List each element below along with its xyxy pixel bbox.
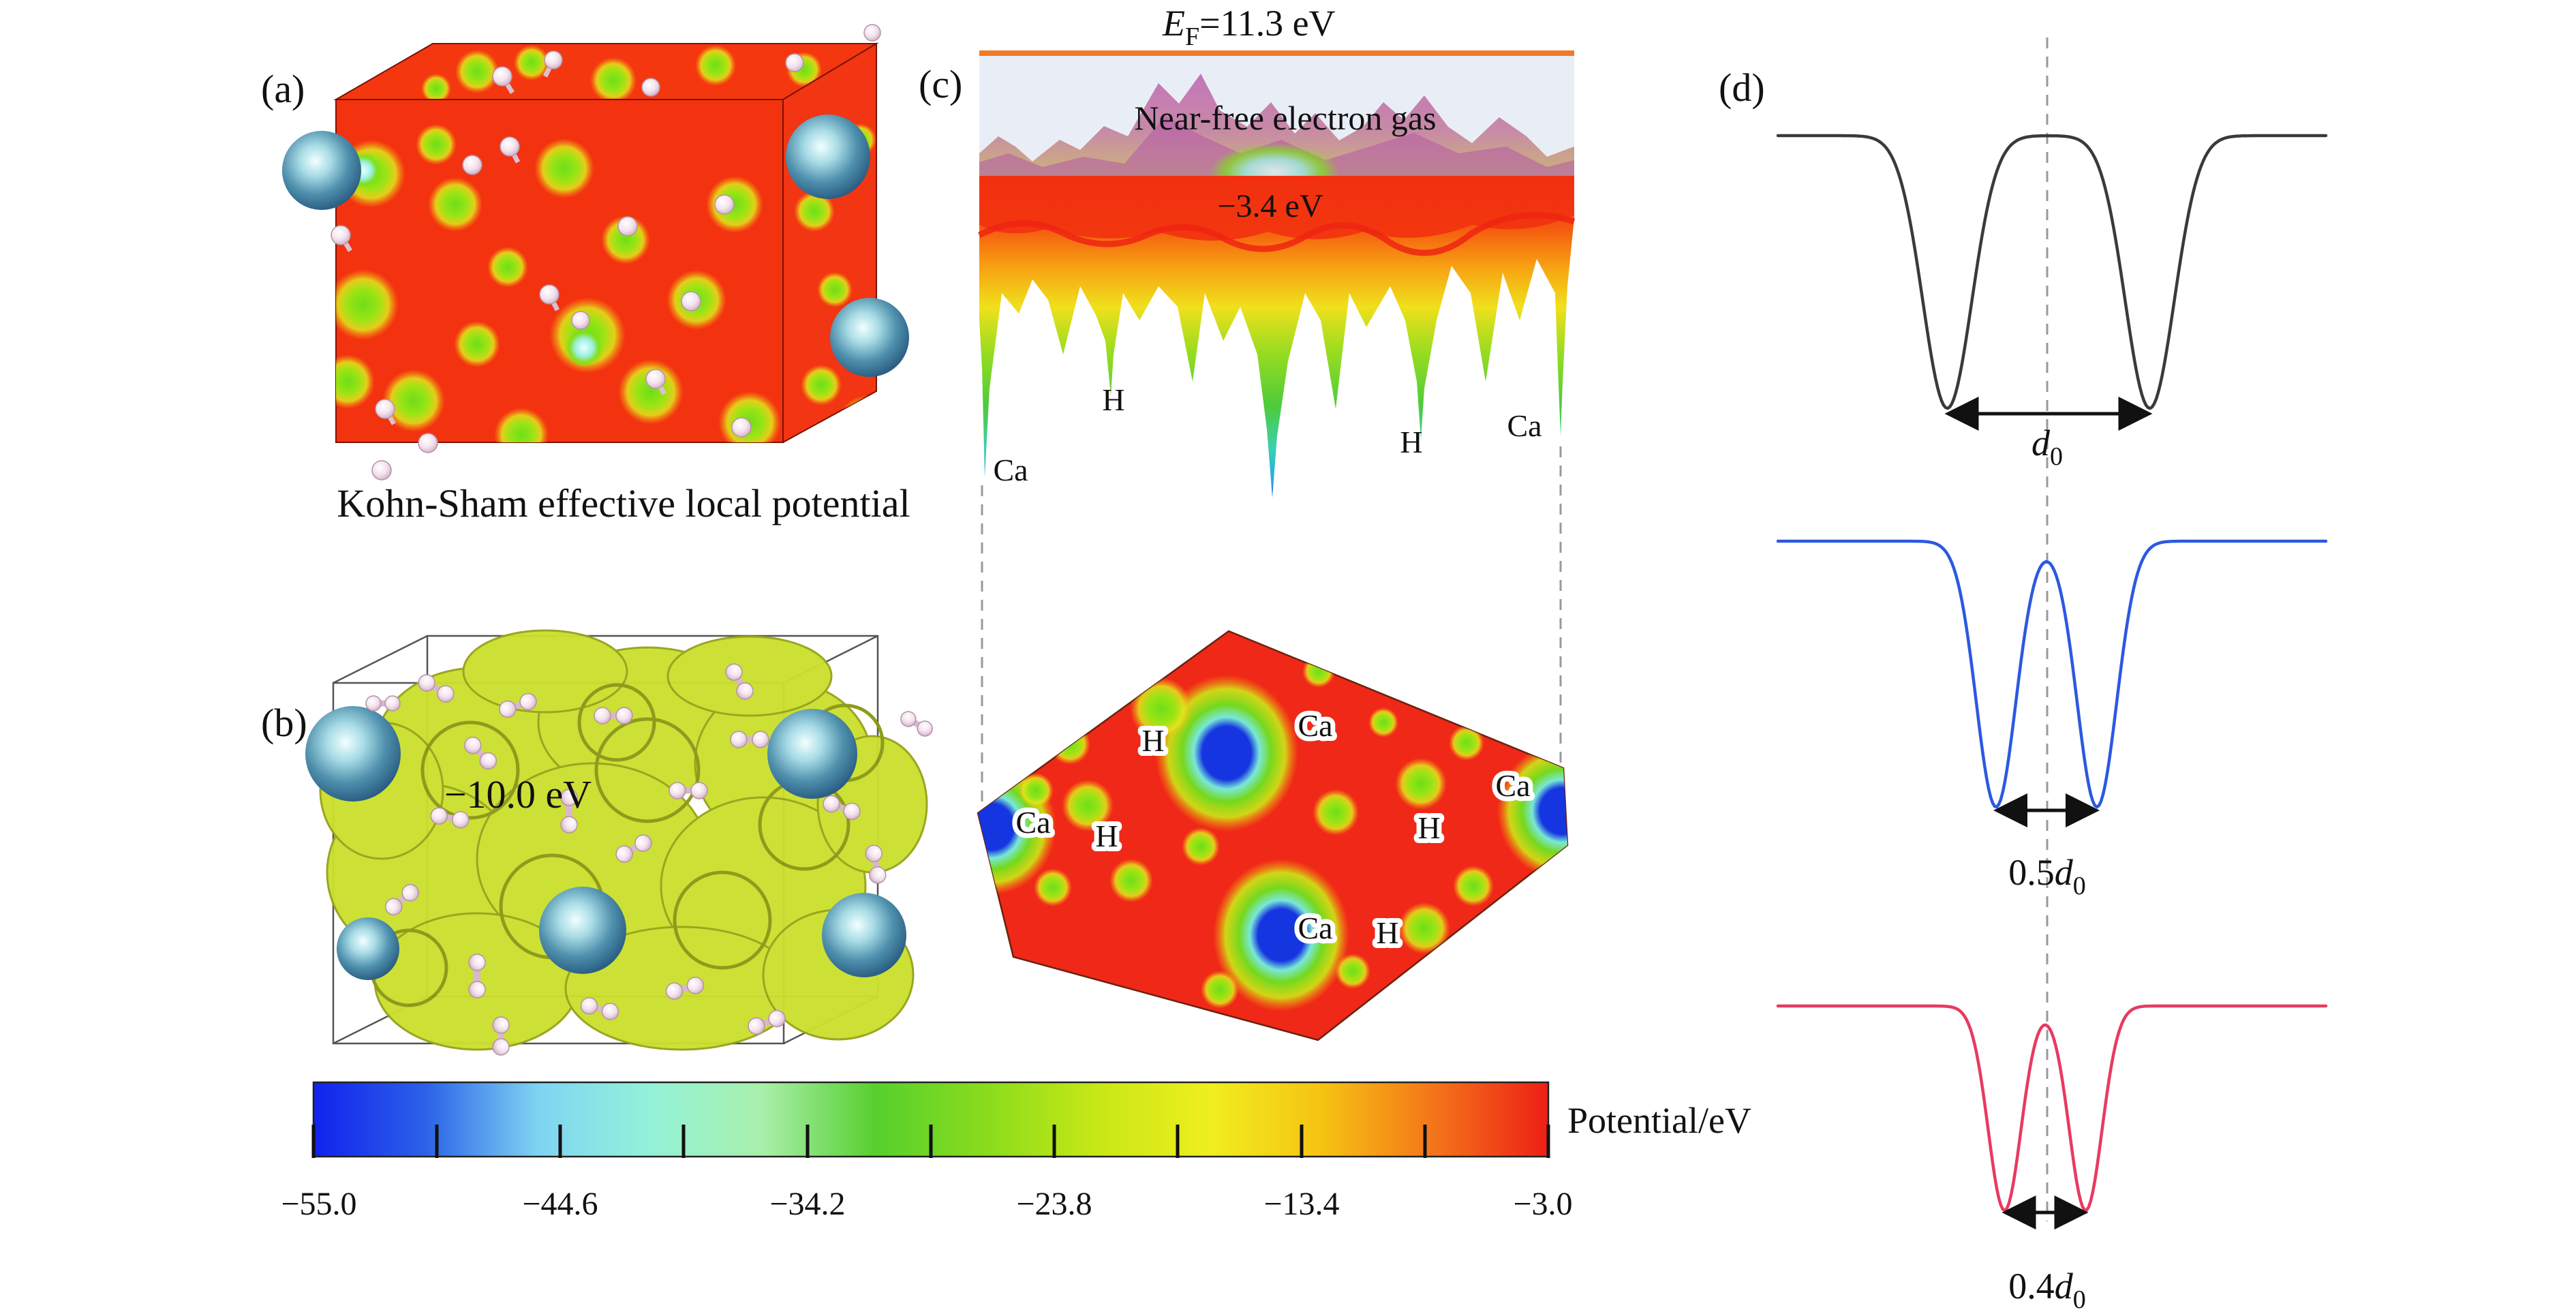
panel-a-cube-front-face	[331, 99, 784, 480]
well-curve-line	[1776, 134, 2328, 410]
plane-atom-label: H	[1141, 723, 1164, 758]
panel-c: (c) EF=11.3 eV Near-free electron gas Ca…	[919, 3, 1576, 1041]
panel-a-cube-top-face	[333, 24, 881, 100]
isosurface-blob	[319, 629, 928, 1051]
well-curve-line	[1776, 539, 2328, 809]
svg-text:−44.6: −44.6	[522, 1186, 598, 1222]
hydrogen-molecules-b	[365, 663, 933, 1056]
surface-atom-label: H	[1400, 425, 1422, 459]
svg-text:−34.2: −34.2	[769, 1186, 845, 1222]
plane-atom-label: Ca	[1495, 768, 1530, 803]
separation-label: d0	[2031, 423, 2063, 471]
plane-atom-label: Ca	[1015, 805, 1050, 840]
colorbar: −55.0 −44.6 −34.2 −23.8 −13.4 −3.0 Poten…	[281, 1081, 1751, 1222]
separation-label: 0.5d0	[2008, 852, 2086, 900]
panel-c-label: (c)	[919, 62, 962, 106]
band-bottom-level-label: −3.4 eV	[1217, 188, 1323, 224]
surface-atom-label: H	[1102, 382, 1124, 417]
calcium-spheres-b	[305, 706, 906, 980]
svg-text:−3.0: −3.0	[1513, 1186, 1572, 1222]
plane-atom-label: H	[1376, 915, 1398, 950]
fermi-level-label: EF=11.3 eV	[1162, 3, 1336, 51]
surface-atom-label: Ca	[1507, 408, 1542, 443]
surface-atom-label: Ca	[993, 453, 1028, 487]
hydrogen-atoms-top	[492, 24, 881, 97]
hydrogen-atoms-front	[331, 136, 752, 480]
potential-slice-hexagon: H Ca Ca Ca H H Ca H	[977, 630, 1569, 1041]
electron-gas-band: Near-free electron gas	[979, 50, 1574, 200]
electron-gas-label: Near-free electron gas	[1134, 99, 1436, 137]
panel-d: (d) d0 0.5d0 0.4d0	[1719, 37, 2328, 1312]
potential-well-curve-d0: d0	[1776, 134, 2328, 471]
fermi-level-line	[979, 50, 1574, 56]
colorbar-title: Potential/eV	[1567, 1100, 1751, 1141]
svg-text:−13.4: −13.4	[1263, 1186, 1339, 1222]
colorbar-tick-labels: −55.0 −44.6 −34.2 −23.8 −13.4 −3.0	[281, 1186, 1572, 1222]
separation-label: 0.4d0	[2008, 1266, 2086, 1312]
plane-atom-label: H	[1417, 810, 1440, 845]
panel-a-cube-right-face	[782, 42, 877, 444]
panel-a-label: (a)	[261, 67, 305, 111]
svg-text:−55.0: −55.0	[281, 1186, 356, 1222]
calcium-spheres-a	[282, 115, 909, 377]
panel-a: (a)	[261, 24, 910, 525]
plane-atom-label: Ca	[1298, 911, 1332, 945]
plane-atom-label: H	[1095, 819, 1118, 853]
plane-atom-label: Ca	[1298, 708, 1332, 743]
colorbar-ticks	[311, 1125, 1550, 1158]
potential-well-curve-half-d0: 0.5d0	[1776, 539, 2328, 900]
panel-b: (b)	[261, 629, 933, 1056]
panel-b-label: (b)	[261, 701, 307, 745]
potential-well-curve-0p4-d0: 0.4d0	[1776, 1004, 2328, 1312]
panel-a-caption: Kohn-Sham effective local potential	[337, 481, 910, 525]
colorbar-gradient	[312, 1081, 1550, 1158]
svg-text:−23.8: −23.8	[1016, 1186, 1092, 1222]
well-curve-line	[1776, 1004, 2328, 1212]
panel-d-label: (d)	[1719, 65, 1765, 110]
panel-b-iso-label: −10.0 eV	[444, 772, 592, 817]
potential-surface-3d: Ca H H Ca	[977, 176, 1576, 498]
